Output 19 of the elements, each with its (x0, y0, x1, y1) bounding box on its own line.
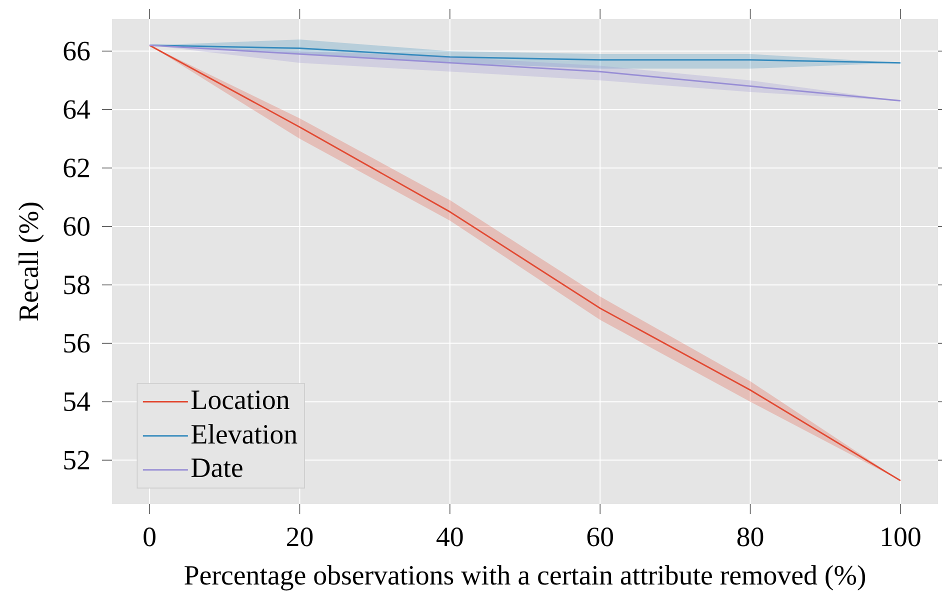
y-tick-label: 60 (64, 217, 90, 236)
y-tick-label: 66 (64, 42, 90, 60)
y-tick-label: 58 (64, 275, 90, 294)
legend-label: Location (191, 390, 290, 410)
y-tick-label: 56 (64, 334, 90, 353)
x-tick-label: 0 (144, 528, 156, 546)
y-tick-label: 54 (64, 392, 90, 412)
legend-label: Elevation (191, 424, 298, 444)
legend-label: Date (191, 458, 242, 478)
x-tick-label: 20 (287, 528, 313, 546)
y-tick-label: 52 (64, 450, 89, 470)
y-axis-title: Recall (%) (18, 202, 44, 321)
x-tick-label: 100 (882, 528, 920, 546)
x-tick-label: 60 (587, 528, 613, 546)
x-tick-label: 80 (737, 528, 764, 546)
x-tick-label: 40 (436, 528, 463, 546)
y-tick-label: 64 (64, 100, 90, 119)
x-axis-title: Percentage observations with a certain attribute removed (%) (184, 565, 866, 590)
y-tick-label: 62 (64, 158, 89, 178)
